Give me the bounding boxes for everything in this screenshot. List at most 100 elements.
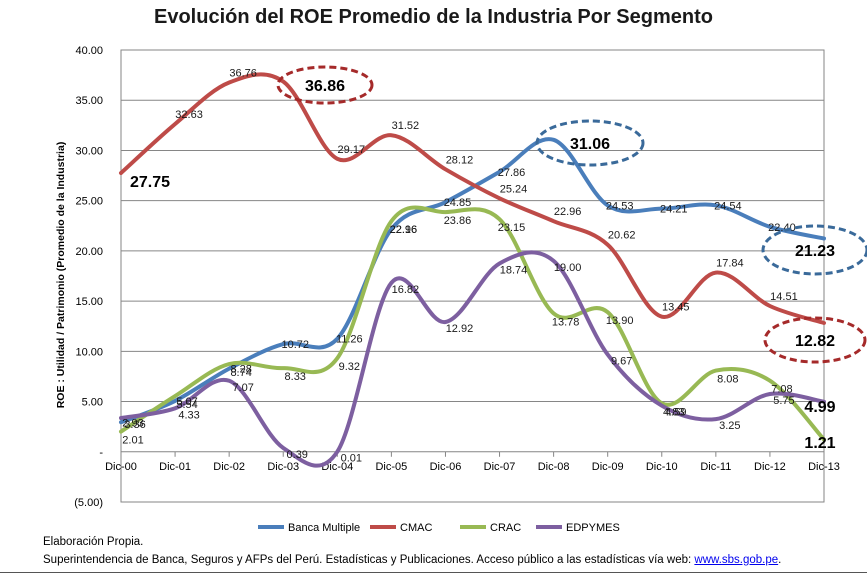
data-label-crac: 2.01 bbox=[122, 435, 143, 447]
y-tick-label: 30.00 bbox=[75, 145, 103, 157]
data-label-cmac: 25.24 bbox=[500, 183, 528, 195]
data-label-banca-multiple: 24.53 bbox=[606, 200, 634, 212]
data-label-banca-multiple: 24.54 bbox=[714, 200, 742, 212]
legend-label: EDPYMES bbox=[566, 522, 620, 534]
data-label-crac: 22.96 bbox=[390, 224, 418, 236]
data-label-banca-multiple: 5.07 bbox=[176, 396, 197, 408]
legend-item-cmac: CMAC bbox=[370, 522, 432, 534]
legend-item-crac: CRAC bbox=[460, 522, 521, 534]
source-note: Elaboración Propia. Superintendencia de … bbox=[43, 533, 781, 569]
y-tick-label: 20.00 bbox=[75, 246, 103, 258]
gridlines bbox=[120, 49, 825, 503]
data-label-crac: 4.83 bbox=[663, 406, 684, 418]
x-tick-label: Dic-02 bbox=[213, 461, 245, 473]
callout-value: 1.21 bbox=[804, 435, 835, 452]
callout-31-06: 31.06 bbox=[535, 119, 645, 167]
data-label-crac: 8.74 bbox=[230, 367, 251, 379]
data-label-edpymes: 3.25 bbox=[719, 420, 740, 432]
legend-label: CRAC bbox=[490, 522, 521, 534]
data-label-banca-multiple: 22.16 bbox=[390, 224, 418, 236]
callout-ellipse bbox=[276, 65, 374, 105]
data-label-edpymes: 4.59 bbox=[665, 407, 686, 419]
callout-value: 31.06 bbox=[570, 136, 610, 153]
x-tick-label: Dic-03 bbox=[267, 461, 299, 473]
source-text: Superintendencia de Banca, Seguros y AFP… bbox=[43, 554, 695, 566]
x-tick-label: Dic-13 bbox=[808, 461, 840, 473]
data-label-banca-multiple: 2.93 bbox=[122, 417, 143, 429]
data-label-banca-multiple: 24.85 bbox=[444, 197, 472, 209]
data-label-cmac: 20.62 bbox=[608, 230, 636, 242]
callout-4-99: 4.99 bbox=[804, 399, 835, 416]
callout-21-23: 21.23 bbox=[761, 224, 867, 276]
plot-area bbox=[120, 49, 825, 503]
data-label-edpymes: 0.39 bbox=[287, 449, 308, 461]
data-labels: 2.93 5.07 8.28 10.72 11.26 22.16 24.85 27.86 24.… bbox=[122, 68, 797, 465]
data-label-cmac: 14.51 bbox=[770, 291, 798, 303]
data-label-crac: 13.78 bbox=[552, 316, 580, 328]
y-tick-label: 25.00 bbox=[75, 196, 103, 208]
x-tick-label: Dic-07 bbox=[484, 461, 516, 473]
x-tick-label: Dic-00 bbox=[105, 461, 137, 473]
callout-value: 27.75 bbox=[130, 174, 170, 191]
callout-ellipse bbox=[761, 224, 867, 276]
y-tick-label: 35.00 bbox=[75, 95, 103, 107]
chart-title: Evolución del ROE Promedio de la Industr… bbox=[154, 6, 713, 28]
data-label-banca-multiple: 24.21 bbox=[660, 204, 688, 216]
source-line-2: Superintendencia de Banca, Seguros y AFP… bbox=[43, 551, 781, 569]
data-label-crac: 23.86 bbox=[444, 215, 472, 227]
y-tick-label: 15.00 bbox=[75, 296, 103, 308]
y-axis-title: ROE : Utilidad / Patrimonio (Promedio de… bbox=[55, 142, 67, 409]
x-tick-label: Dic-06 bbox=[430, 461, 462, 473]
data-label-cmac: 29.17 bbox=[338, 144, 366, 156]
data-label-crac: 8.08 bbox=[717, 374, 738, 386]
callout-27-75: 27.75 bbox=[130, 174, 170, 191]
callout-value: 12.82 bbox=[795, 333, 835, 350]
data-label-cmac: 31.52 bbox=[392, 120, 420, 132]
source-suffix: . bbox=[778, 554, 782, 566]
data-label-crac: 5.54 bbox=[176, 399, 197, 411]
sbs-link[interactable]: www.sbs.gob.pe bbox=[694, 554, 779, 566]
bottom-rule bbox=[0, 572, 867, 573]
data-label-crac: 8.33 bbox=[285, 371, 306, 383]
data-label-banca-multiple: 11.26 bbox=[336, 334, 363, 346]
data-label-cmac: 28.12 bbox=[446, 154, 474, 166]
y-tick-label: 10.00 bbox=[75, 346, 103, 358]
y-tick-label: - bbox=[99, 447, 103, 459]
y-tick-label: 40.00 bbox=[75, 45, 103, 57]
callout-ellipse bbox=[535, 119, 645, 167]
callouts: 27.75 36.86 31.06 21.23 12.82 4.99 1.21 bbox=[130, 65, 867, 452]
data-label-crac: 13.90 bbox=[606, 315, 634, 327]
x-tick-label: Dic-11 bbox=[700, 461, 731, 473]
callout-36-86: 36.86 bbox=[276, 65, 374, 105]
x-tick-label: Dic-08 bbox=[538, 461, 570, 473]
data-label-edpymes: 18.74 bbox=[500, 265, 528, 277]
data-label-edpymes: 0.01 bbox=[341, 453, 362, 465]
legend-item-banca-multiple: Banca Multiple bbox=[258, 522, 360, 534]
data-label-crac: 7.08 bbox=[771, 384, 792, 396]
data-label-cmac: 36.76 bbox=[229, 68, 257, 80]
x-tick-label: Dic-09 bbox=[592, 461, 624, 473]
series-line-cmac bbox=[119, 72, 826, 325]
legend-label: Banca Multiple bbox=[288, 522, 360, 534]
series-line-edpymes bbox=[119, 250, 826, 468]
legend-label: CMAC bbox=[400, 522, 432, 534]
data-label-banca-multiple: 22.40 bbox=[768, 222, 796, 234]
x-tick-label: Dic-04 bbox=[321, 461, 353, 473]
x-tick-label: Dic-01 bbox=[159, 461, 191, 473]
data-label-crac: 23.15 bbox=[498, 222, 526, 234]
x-tick-label: Dic-05 bbox=[375, 461, 407, 473]
y-tick-label: (5.00) bbox=[74, 497, 103, 509]
data-label-cmac: 32.63 bbox=[175, 109, 203, 121]
data-label-edpymes: 7.07 bbox=[232, 382, 253, 394]
data-label-edpymes: 3.36 bbox=[124, 419, 145, 431]
series-lines bbox=[119, 72, 826, 468]
y-tick-label: 5.00 bbox=[82, 397, 103, 409]
legend: Banca Multiple CMAC CRAC EDPYMES bbox=[258, 522, 620, 534]
data-label-edpymes: 19.00 bbox=[554, 262, 582, 274]
x-tick-label: Dic-12 bbox=[754, 461, 786, 473]
data-label-crac: 9.32 bbox=[339, 361, 360, 373]
data-label-cmac: 22.96 bbox=[554, 206, 582, 218]
axes: (5.00) - 5.00 10.00 15.00 20.00 25.00 30.00 35.0… bbox=[74, 45, 840, 509]
data-label-banca-multiple: 10.72 bbox=[281, 339, 309, 351]
